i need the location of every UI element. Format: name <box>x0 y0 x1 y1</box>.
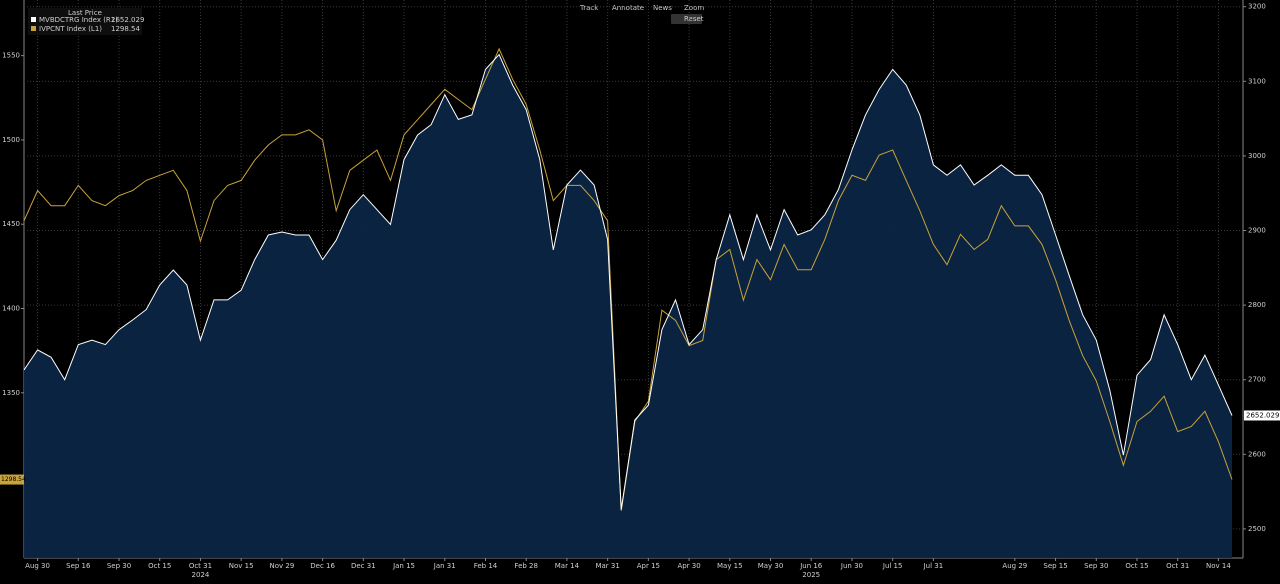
y2-tick-label: 3200 <box>1248 3 1266 11</box>
x-tick-label: Jul 15 <box>882 562 903 570</box>
x-tick-label: Oct 15 <box>1125 562 1148 570</box>
y2-tick-label: 2500 <box>1248 525 1266 533</box>
x-tick-label: May 15 <box>717 562 743 570</box>
reset-button-bg <box>671 14 702 24</box>
x-tick-label: Jan 15 <box>392 562 415 570</box>
x-tick-label: Dec 31 <box>351 562 376 570</box>
y2-tick-label: 2700 <box>1248 376 1266 384</box>
x-tick-label: Jun 30 <box>840 562 863 570</box>
x-tick-label: May 30 <box>758 562 784 570</box>
y-tick-label: 1350 <box>2 389 20 397</box>
last-price-badge <box>0 474 24 485</box>
x-tick-label: Mar 14 <box>555 562 580 570</box>
x-tick-label: Jul 31 <box>923 562 944 570</box>
y2-tick-label: 2900 <box>1248 227 1266 235</box>
last-price-label: 1298.54 <box>1 476 26 483</box>
x-tick-label: Jan 31 <box>433 562 456 570</box>
legend-label: IVPCNT Index (L1) <box>39 25 102 33</box>
legend-label: MVBDCTRG Index (R1) <box>39 16 118 24</box>
last-price-badge <box>1244 410 1280 421</box>
x-tick-label: Jun 16 <box>799 562 823 570</box>
y2-tick-label: 3000 <box>1248 152 1266 160</box>
toolbar-button[interactable]: Zoom <box>684 4 704 12</box>
legend-value: 1298.54 <box>111 25 140 33</box>
legend-box <box>28 8 142 35</box>
x-tick-label: Oct 15 <box>148 562 171 570</box>
toolbar-button[interactable]: News <box>653 4 672 12</box>
x-tick-label: Sep 30 <box>107 562 131 570</box>
toolbar: Track Annotate News Zoom Reset <box>579 4 704 24</box>
legend-swatch <box>31 17 36 22</box>
y2-tick-label: 3100 <box>1248 77 1266 85</box>
last-price-label: 2652.029 <box>1246 411 1279 419</box>
reset-button[interactable]: Reset <box>684 15 704 23</box>
toolbar-button[interactable]: Annotate <box>612 4 644 12</box>
x-tick-label: Aug 29 <box>1002 562 1027 570</box>
x-tick-label: Feb 14 <box>474 562 498 570</box>
y-tick-label: 1500 <box>2 136 20 144</box>
y-tick-label: 1450 <box>2 220 20 228</box>
x-tick-label: Sep 16 <box>66 562 91 570</box>
x-tick-label: Feb 28 <box>514 562 538 570</box>
x-tick-label: Aug 30 <box>25 562 50 570</box>
x-tick-label: Sep 30 <box>1084 562 1108 570</box>
year-label: 2024 <box>192 571 210 579</box>
line <box>23 53 1233 510</box>
x-tick-label: Mar 31 <box>595 562 619 570</box>
legend-value: 2652.029 <box>111 16 144 24</box>
y2-tick-label: 2600 <box>1248 450 1266 458</box>
y2-tick-label: 2800 <box>1248 301 1266 309</box>
x-tick-label: Apr 15 <box>637 562 660 570</box>
x-tick-label: Sep 15 <box>1043 562 1067 570</box>
legend-title: Last Price <box>68 9 102 17</box>
area <box>24 54 1232 558</box>
legend-swatch <box>31 26 36 31</box>
x-tick-label: Nov 29 <box>269 562 294 570</box>
x-tick-label: Nov 14 <box>1206 562 1231 570</box>
y-tick-label: 1400 <box>2 305 20 313</box>
x-tick-label: Oct 31 <box>1166 562 1189 570</box>
x-tick-label: Nov 15 <box>229 562 254 570</box>
y-tick-label: 1550 <box>2 52 20 60</box>
x-tick-label: Dec 16 <box>310 562 335 570</box>
toolbar-button[interactable]: Track <box>579 4 599 12</box>
x-tick-label: Apr 30 <box>677 562 700 570</box>
year-label: 2025 <box>802 571 820 579</box>
x-tick-label: Oct 31 <box>189 562 212 570</box>
